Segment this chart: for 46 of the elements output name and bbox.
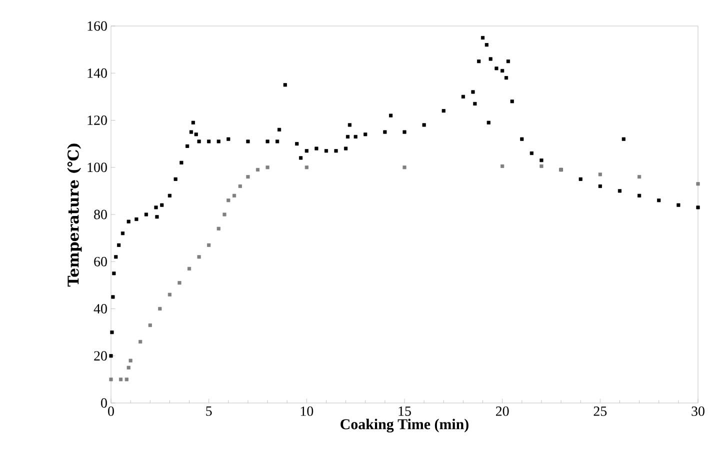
point — [402, 166, 406, 170]
x-tick-label: 5 — [206, 406, 212, 416]
y-tick-label: 160 — [88, 21, 107, 31]
point — [207, 243, 211, 247]
point — [304, 166, 308, 170]
x-axis-title: Coaking Time (min) — [340, 418, 468, 432]
point — [246, 175, 250, 179]
point — [256, 168, 260, 172]
point — [232, 194, 236, 198]
point — [226, 198, 230, 202]
x-tick-label: 10 — [300, 406, 314, 416]
point — [168, 292, 172, 296]
point — [598, 172, 602, 176]
point — [148, 323, 152, 328]
y-tick-label: 60 — [94, 256, 107, 266]
y-tick-label: 140 — [88, 68, 107, 78]
point — [216, 226, 220, 230]
point — [500, 164, 504, 168]
x-tick-label: 15 — [398, 406, 411, 416]
y-tick-label: 80 — [94, 210, 107, 220]
point — [238, 184, 242, 188]
point — [696, 182, 700, 186]
x-tick-label: 0 — [108, 406, 114, 416]
point — [222, 212, 226, 216]
point — [126, 366, 130, 370]
y-tick-label: 20 — [94, 351, 107, 361]
point — [138, 340, 142, 344]
point — [187, 266, 192, 270]
y-axis-title: Temperature (℃) — [67, 144, 82, 287]
point — [638, 175, 642, 179]
point — [540, 164, 544, 168]
point — [109, 378, 113, 382]
y-tick-label: 0 — [101, 398, 107, 408]
x-tick-label: 25 — [594, 406, 607, 416]
y-tick-label: 120 — [88, 116, 107, 125]
y-tick-label: 100 — [88, 162, 107, 172]
point — [118, 378, 123, 382]
point — [266, 166, 270, 170]
point — [128, 358, 132, 362]
x-tick-label: 30 — [692, 406, 704, 416]
x-tick-label: 20 — [496, 406, 509, 416]
point — [197, 255, 201, 259]
point — [178, 281, 182, 285]
point — [124, 378, 128, 382]
point — [158, 306, 162, 311]
y-tick-label: 40 — [94, 304, 107, 314]
